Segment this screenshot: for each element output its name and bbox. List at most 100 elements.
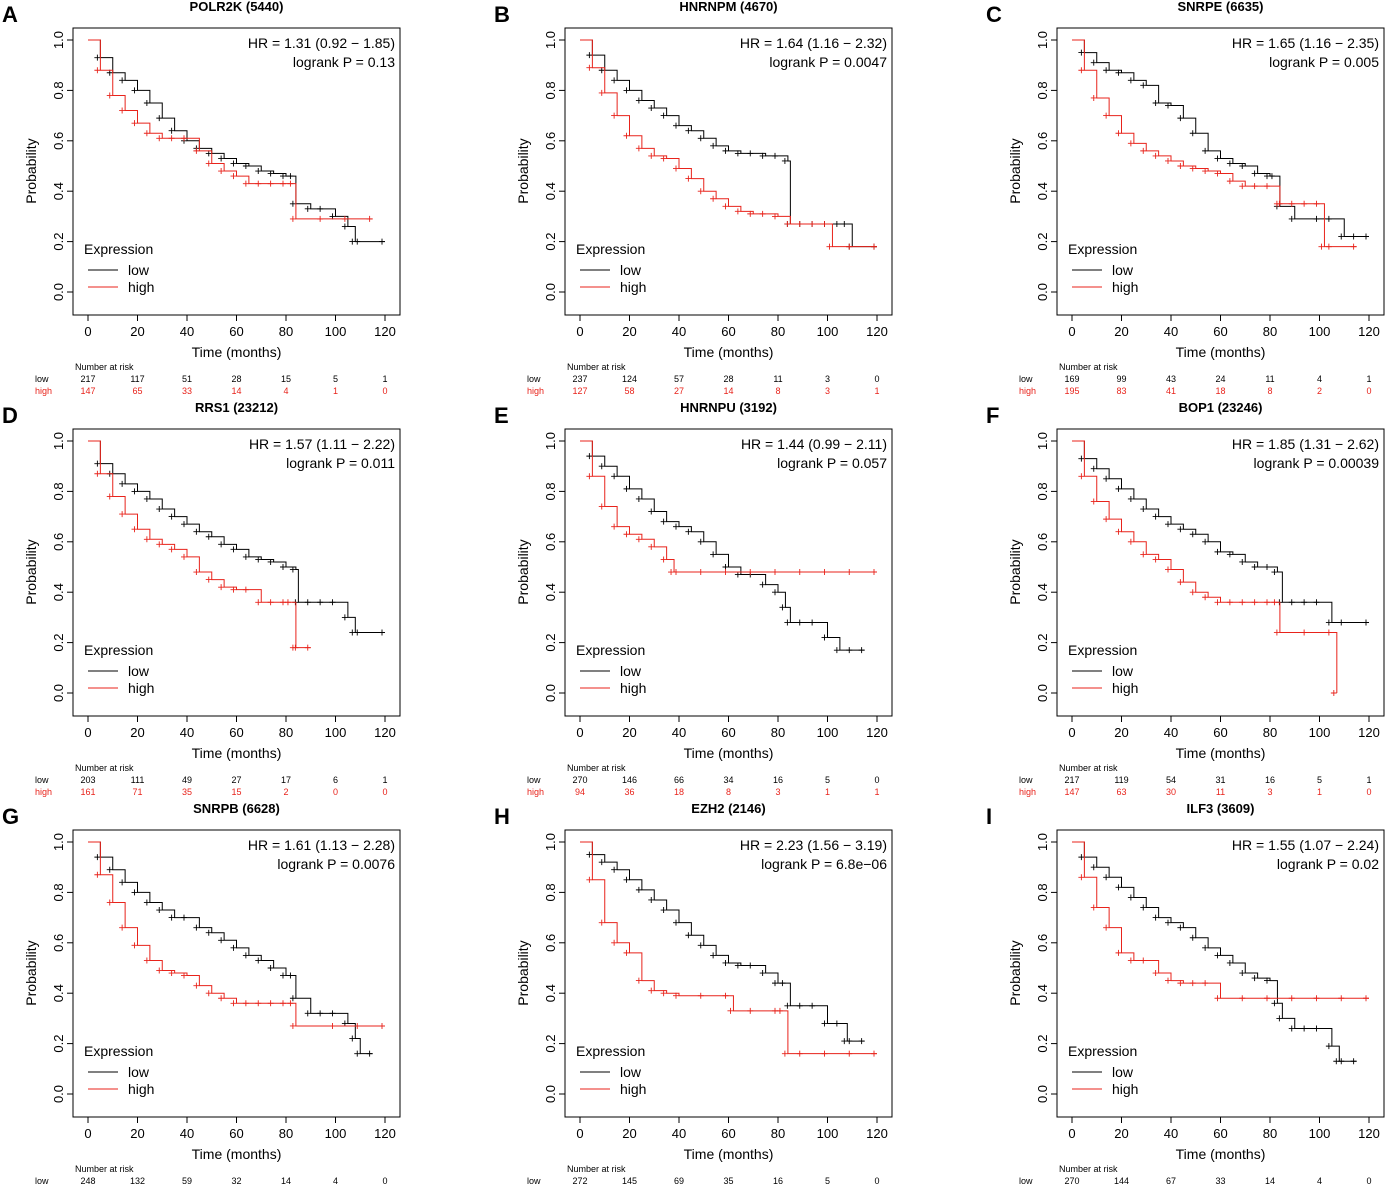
legend-high-pg: high <box>128 1081 154 1097</box>
censor-mark-high-pe <box>648 543 655 550</box>
x-axis-label-pc: Time (months) <box>1176 344 1266 360</box>
censor-mark-low-pe <box>611 473 618 480</box>
censor-mark-low-pi <box>1313 1025 1320 1032</box>
legend-title-pi: Expression <box>1068 1043 1137 1059</box>
censor-mark-low-pc <box>1152 100 1159 106</box>
censor-mark-high-pe <box>598 503 605 510</box>
censor-mark-low-pi <box>1251 975 1258 982</box>
censor-mark-low-pg <box>156 907 163 914</box>
censor-mark-low-pd <box>181 521 187 528</box>
censor-mark-high-pi <box>1239 995 1246 1002</box>
censor-mark-high-pg <box>230 1000 237 1007</box>
censor-mark-low-pc <box>1090 59 1097 66</box>
censor-mark-low-pf <box>1165 521 1171 528</box>
x-tick-label-pg: 60 <box>229 1126 243 1141</box>
censor-mark-low-pg <box>341 1020 348 1027</box>
censor-mark-high-pb <box>846 243 853 250</box>
censor-mark-low-pi <box>1214 952 1221 959</box>
panel-title-pa: POLR2K (5440) <box>190 0 284 14</box>
censor-mark-low-ph <box>784 1002 791 1009</box>
legend-title-pe: Expression <box>576 642 645 658</box>
censor-mark-low-pi <box>1165 919 1171 926</box>
censor-mark-low-pd <box>205 533 212 540</box>
censor-mark-low-pg <box>267 965 274 971</box>
censor-mark-low-pb <box>833 220 840 227</box>
panel-title-ph: EZH2 (2146) <box>691 801 765 816</box>
censor-mark-high-pi <box>1152 970 1159 977</box>
censor-mark-low-pi <box>1177 924 1184 931</box>
risk-low-pd: 49 <box>182 775 192 785</box>
x-tick-label-pb: 40 <box>672 324 686 339</box>
risk-high-pd: 0 <box>382 787 387 797</box>
censor-mark-high-pe <box>697 569 704 576</box>
risk-low-pg: 59 <box>182 1176 192 1186</box>
censor-mark-high-ph <box>673 992 679 999</box>
risk-low-pe: 270 <box>572 775 587 785</box>
risk-row-label-low-pg: low <box>35 1176 49 1186</box>
censor-mark-low-pc <box>1288 215 1295 222</box>
x-tick-label-pc: 20 <box>1114 324 1128 339</box>
censor-mark-high-pc <box>1189 165 1196 172</box>
censor-mark-low-pe <box>710 551 717 558</box>
y-tick-label-pf: 0.6 <box>1035 533 1050 551</box>
censor-mark-high-pg <box>131 942 138 949</box>
logrank-p-pd: logrank P = 0.011 <box>286 455 395 471</box>
censor-mark-high-pb <box>611 112 618 119</box>
censor-mark-low-pf <box>1078 455 1085 462</box>
censor-mark-low-pa <box>289 200 296 207</box>
censor-mark-low-pa <box>354 238 361 245</box>
risk-high-pf: 147 <box>1064 787 1079 797</box>
risk-high-pc: 0 <box>1366 386 1371 396</box>
legend-title-pf: Expression <box>1068 642 1137 658</box>
censor-mark-low-pc <box>1127 77 1134 84</box>
risk-low-pe: 0 <box>874 775 879 785</box>
x-tick-label-pf: 60 <box>1213 725 1227 740</box>
y-tick-label-pc: 0.0 <box>1035 283 1050 301</box>
censor-mark-high-pg <box>280 1000 286 1007</box>
x-tick-label-pi: 40 <box>1164 1126 1178 1141</box>
y-tick-label-pc: 1.0 <box>1035 31 1050 49</box>
censor-mark-high-pg <box>156 967 163 974</box>
censor-mark-high-pg <box>267 1000 274 1007</box>
censor-mark-high-pd <box>284 599 291 606</box>
censor-mark-high-pb <box>635 145 642 152</box>
x-tick-label-pb: 0 <box>576 324 583 339</box>
censor-mark-high-pc <box>1350 243 1357 250</box>
censor-mark-high-pd <box>218 584 225 591</box>
censor-mark-low-pa <box>230 160 237 167</box>
risk-low-pf: 31 <box>1215 775 1225 785</box>
censor-mark-low-pc <box>1202 147 1209 154</box>
censor-mark-low-pg <box>94 854 101 861</box>
risk-low-pi: 0 <box>1366 1176 1371 1186</box>
plot-frame-pb <box>564 27 893 316</box>
censor-mark-high-pi <box>1140 957 1147 964</box>
x-tick-label-ph: 40 <box>672 1126 686 1141</box>
x-tick-label-pi: 120 <box>1358 1126 1380 1141</box>
y-tick-label-pg: 0.4 <box>51 984 66 1002</box>
censor-mark-high-pi <box>1313 995 1320 1002</box>
censor-mark-high-pd <box>292 644 299 651</box>
censor-mark-high-pf <box>1165 566 1171 573</box>
censor-mark-high-pc <box>1288 200 1295 207</box>
censor-mark-high-pe <box>611 523 618 530</box>
censor-mark-low-pb <box>697 135 704 142</box>
censor-mark-low-pf <box>1214 548 1221 555</box>
censor-mark-low-ph <box>747 962 754 969</box>
x-tick-label-pb: 120 <box>866 324 888 339</box>
censor-mark-low-pg <box>181 914 187 921</box>
plot-frame-pi <box>1056 829 1385 1118</box>
y-axis-label-ph: Probability <box>515 940 531 1005</box>
x-tick-label-pd: 0 <box>84 725 91 740</box>
censor-mark-low-pe <box>586 453 593 460</box>
censor-mark-low-pd <box>289 566 296 573</box>
y-tick-label-pi: 1.0 <box>1035 833 1050 851</box>
survival-curve-high-pc <box>1072 39 1357 248</box>
censor-mark-low-pb <box>623 87 630 94</box>
x-tick-label-pf: 80 <box>1263 725 1277 740</box>
x-tick-label-pd: 20 <box>130 725 144 740</box>
censor-mark-low-pc <box>1140 82 1147 89</box>
y-axis-label-pe: Probability <box>515 539 531 604</box>
censor-mark-low-pb <box>781 157 788 164</box>
x-tick-label-pe: 100 <box>817 725 839 740</box>
risk-low-pa: 5 <box>333 374 338 384</box>
